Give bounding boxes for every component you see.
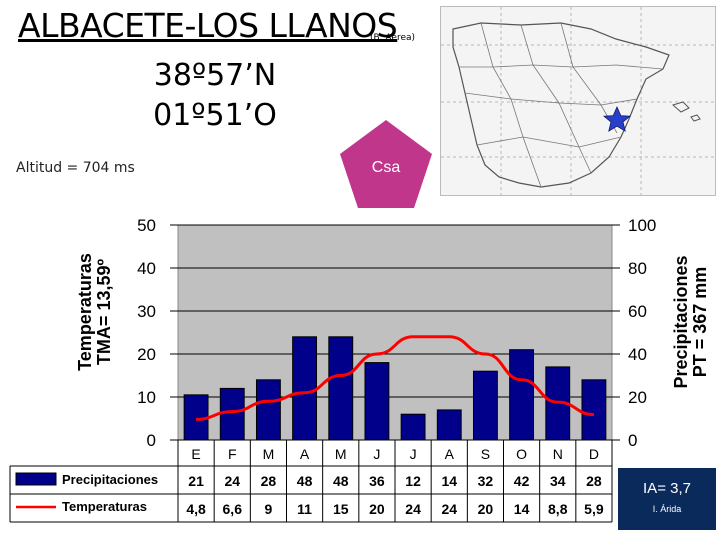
precip-bar [219, 387, 245, 441]
x-tick-label: D [589, 446, 599, 462]
x-tick-label: N [553, 446, 563, 462]
x-tick-label: E [191, 446, 200, 462]
precip-value-label: 48 [297, 473, 313, 489]
station-note: (B. Aérea) [370, 33, 416, 43]
aridity-index: IA= 3,7 [643, 480, 691, 497]
precip-value-label: 34 [550, 473, 566, 489]
y-left-tick-label: 20 [137, 345, 156, 364]
temp-value-label: 24 [405, 501, 421, 517]
precip-value-label: 24 [224, 473, 240, 489]
x-tick-label: J [373, 446, 380, 462]
precip-bar [328, 336, 354, 441]
temperature-line [196, 335, 594, 421]
precip-value-label: 48 [333, 473, 349, 489]
y-right-tick-label: 80 [628, 259, 647, 278]
x-tick-label: A [445, 446, 455, 462]
precip-value-label: 28 [261, 473, 277, 489]
precip-value-label: 14 [441, 473, 457, 489]
precip-bar [364, 362, 390, 441]
aridity-class: I. Árida [652, 504, 682, 514]
legend-temp-label: Temperaturas [62, 499, 147, 514]
latitude: 38º57’N [153, 58, 277, 93]
y-right-tick-label: 100 [628, 216, 656, 235]
temp-value-label: 9 [265, 501, 273, 517]
temp-value-label: 14 [514, 501, 530, 517]
precip-bar [255, 379, 281, 441]
y-left-tick-label: 30 [137, 302, 156, 321]
temp-value-label: 5,9 [584, 501, 604, 517]
balearic-islands [671, 101, 701, 122]
temp-value-label: 4,8 [186, 501, 206, 517]
precip-value-label: 42 [514, 473, 530, 489]
legend-precip-swatch [15, 472, 57, 486]
precip-value-label: 12 [405, 473, 421, 489]
temp-value-label: 8,8 [548, 501, 568, 517]
temp-value-label: 11 [297, 501, 312, 517]
altitude: Altitud = 704 ms [16, 160, 135, 176]
y-right-tick-label: 40 [628, 345, 647, 364]
star-icon [602, 106, 632, 132]
x-tick-label: F [228, 446, 237, 462]
precip-value-label: 32 [478, 473, 494, 489]
station-title: ALBACETE-LOS LLANOS [18, 6, 398, 45]
x-tick-label: S [481, 446, 490, 462]
y-left-tick-label: 40 [137, 259, 156, 278]
climate-badge: Csa [338, 118, 434, 210]
precip-bar [581, 379, 607, 441]
precip-bar [292, 336, 318, 441]
precip-value-label: 21 [188, 473, 204, 489]
x-tick-label: M [263, 446, 275, 462]
plot-area [177, 224, 613, 441]
peninsula-outline [452, 22, 670, 188]
precip-bar [509, 349, 535, 441]
temp-value-label: 20 [369, 501, 385, 517]
y-left-tick-label: 0 [147, 431, 156, 450]
temp-value-label: 24 [441, 501, 457, 517]
precip-bar [472, 370, 498, 441]
x-tick-label: J [410, 446, 417, 462]
x-tick-label: M [335, 446, 347, 462]
location-map [440, 6, 716, 196]
y-left-tick-label: 10 [137, 388, 156, 407]
climate-code: Csa [372, 159, 401, 176]
y-right-tick-label: 0 [628, 431, 637, 450]
pentagon-shape [340, 120, 432, 208]
y-left-tick-label: 50 [137, 216, 156, 235]
y-right-tick-label: 20 [628, 388, 647, 407]
x-tick-label: O [516, 446, 527, 462]
x-tick-label: A [300, 446, 310, 462]
temp-value-label: 15 [333, 501, 349, 517]
precip-value-label: 36 [369, 473, 385, 489]
precip-bar [436, 409, 462, 441]
aridity-index-box: IA= 3,7 I. Árida [618, 468, 716, 530]
temp-value-label: 6,6 [223, 501, 243, 517]
legend-precip-label: Precipitaciones [62, 472, 158, 487]
precip-bar [400, 413, 426, 441]
precip-value-label: 28 [586, 473, 602, 489]
temp-value-label: 20 [478, 501, 494, 517]
y-right-tick-label: 60 [628, 302, 647, 321]
longitude: 01º51’O [153, 98, 277, 133]
